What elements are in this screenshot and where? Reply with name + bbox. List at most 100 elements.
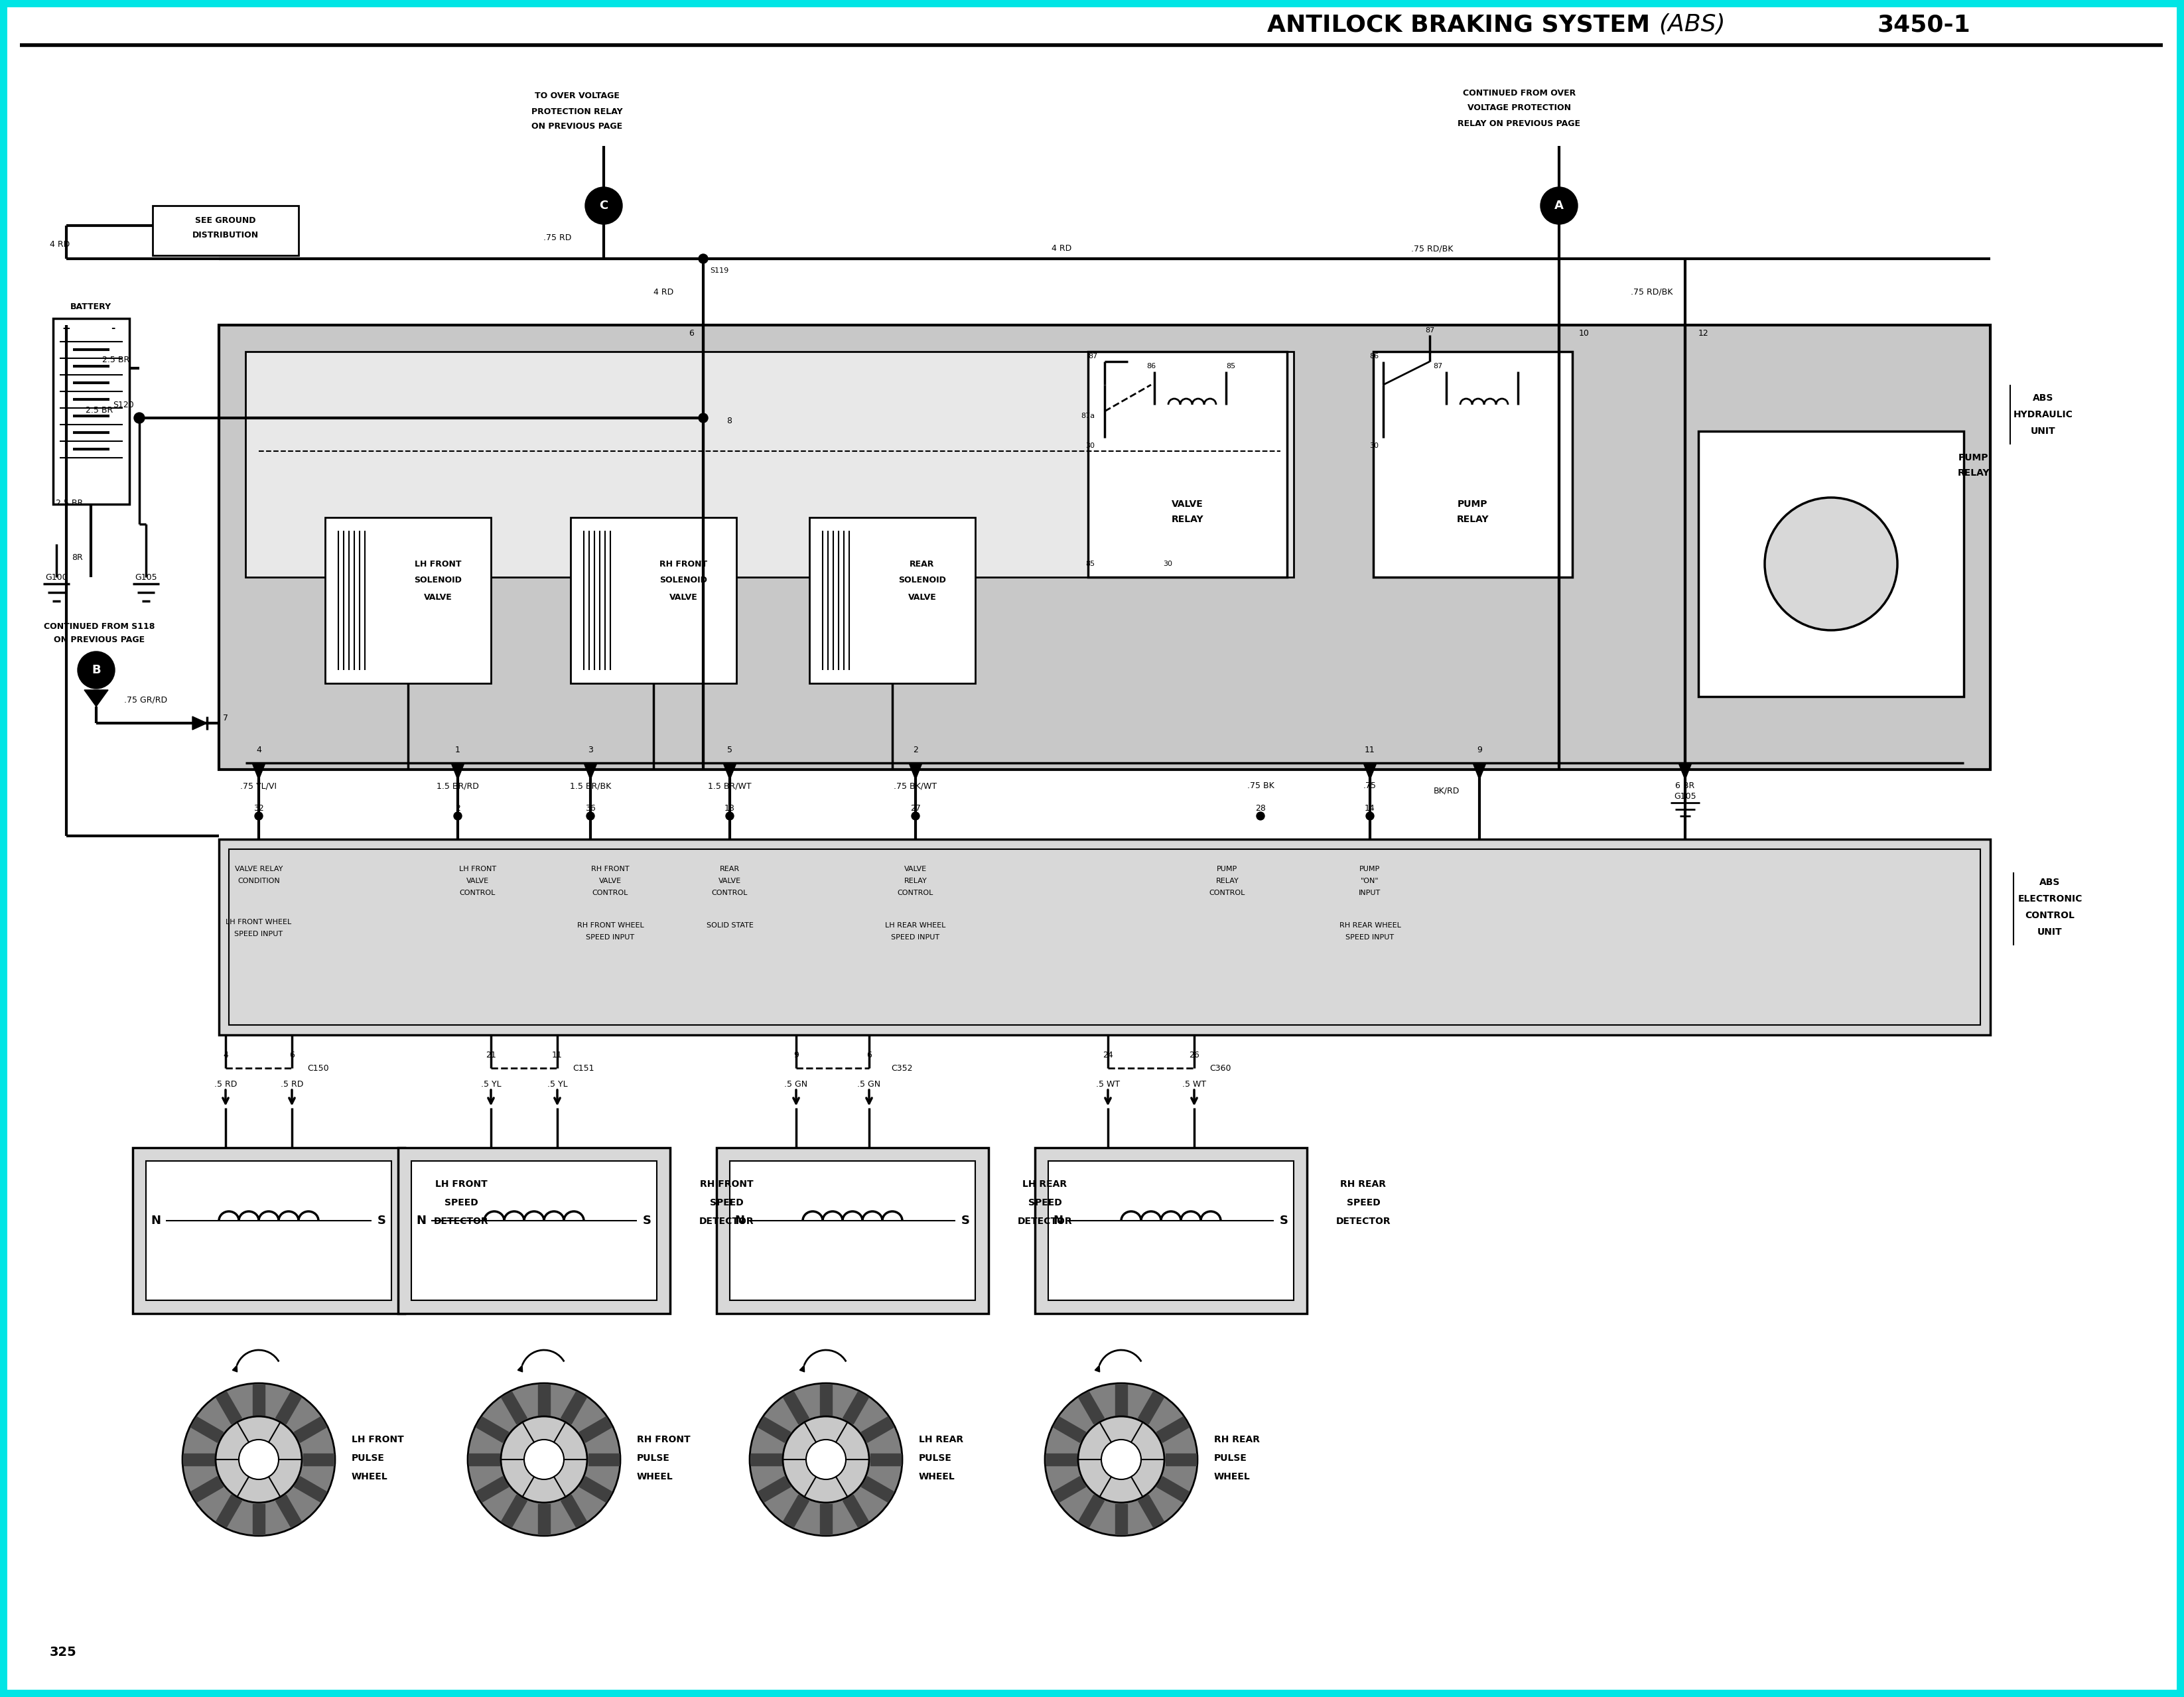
Polygon shape [452,764,465,779]
Bar [1374,351,1572,577]
Polygon shape [190,1417,223,1442]
Polygon shape [216,1495,242,1527]
Text: RH REAR WHEEL: RH REAR WHEEL [1339,921,1400,928]
Text: PULSE: PULSE [638,1454,670,1463]
Text: ABS: ABS [2033,394,2053,402]
Polygon shape [587,1454,618,1466]
Circle shape [725,811,734,820]
Bar [218,326,1990,769]
Polygon shape [232,1366,238,1371]
Text: .75: .75 [1363,782,1376,791]
Polygon shape [85,691,109,706]
Text: MOTOR: MOTOR [1811,568,1852,579]
Text: VALVE: VALVE [909,592,937,601]
Text: PULSE: PULSE [1214,1454,1247,1463]
Text: 12: 12 [1699,329,1708,338]
Polygon shape [216,1392,242,1424]
Bar [245,351,1293,577]
Text: ON PREVIOUS PAGE: ON PREVIOUS PAGE [55,636,144,645]
Text: S: S [642,1215,651,1227]
Bar [1088,351,1286,577]
Polygon shape [190,1476,223,1502]
Text: VALVE: VALVE [1171,499,1203,509]
Bar [52,319,129,504]
Circle shape [454,811,461,820]
Circle shape [699,255,708,263]
Polygon shape [1138,1392,1164,1424]
Text: DETECTOR: DETECTOR [1337,1217,1391,1225]
Circle shape [183,1383,334,1536]
Polygon shape [1079,1495,1105,1527]
Polygon shape [1053,1476,1085,1502]
Text: 2: 2 [454,804,461,813]
Text: 6 BR: 6 BR [1675,782,1695,791]
Circle shape [1365,811,1374,820]
Text: RH FRONT: RH FRONT [699,1179,753,1190]
Text: 2.5 BR: 2.5 BR [103,355,129,363]
Polygon shape [819,1385,832,1415]
Polygon shape [596,188,612,205]
Text: LH REAR WHEEL: LH REAR WHEEL [885,921,946,928]
Polygon shape [784,1495,808,1527]
Text: PUMP: PUMP [1361,865,1380,872]
Text: CONTROL: CONTROL [898,889,933,896]
Bar [1048,1161,1293,1300]
Text: S120: S120 [114,400,133,409]
Bar [570,518,736,684]
Text: PUMP: PUMP [1457,499,1487,509]
Text: C151: C151 [572,1064,594,1073]
Polygon shape [192,716,207,730]
Text: VALVE: VALVE [719,877,740,884]
Text: DISTRIBUTION: DISTRIBUTION [192,231,258,239]
Text: .75 GR/RD: .75 GR/RD [124,696,168,704]
Text: SOLID STATE: SOLID STATE [705,921,753,928]
Polygon shape [1158,1476,1188,1502]
Polygon shape [537,1504,550,1534]
Text: PUMP: PUMP [1959,453,1990,462]
Text: SPEED INPUT: SPEED INPUT [891,933,939,940]
Text: 10: 10 [1579,329,1590,338]
Text: B: B [92,664,100,675]
Text: PUMP: PUMP [1815,548,1848,558]
Text: UNIT: UNIT [2031,426,2055,436]
Polygon shape [758,1417,791,1442]
Text: SOLENOID: SOLENOID [660,577,708,585]
Circle shape [1256,811,1265,820]
Polygon shape [1116,1385,1127,1415]
Text: SPEED: SPEED [1348,1198,1380,1207]
Bar [229,848,1981,1025]
Text: 3: 3 [587,745,594,753]
Circle shape [1101,1439,1140,1480]
Text: RELAY: RELAY [1457,514,1489,524]
Bar [729,1161,976,1300]
Circle shape [467,1383,620,1536]
Text: 1.5 BR/RD: 1.5 BR/RD [437,782,478,791]
Polygon shape [275,1392,301,1424]
Text: N: N [151,1215,162,1227]
Bar [133,1147,404,1313]
Text: C150: C150 [308,1064,330,1073]
Text: A: A [1555,200,1564,212]
Text: 24: 24 [1103,1050,1114,1059]
Text: 4 RD: 4 RD [653,287,673,297]
Circle shape [587,811,594,820]
Circle shape [749,1383,902,1536]
Text: .5 YL: .5 YL [480,1081,500,1089]
Polygon shape [819,1504,832,1534]
Polygon shape [1551,188,1566,205]
Text: N: N [1053,1215,1064,1227]
Polygon shape [295,1417,328,1442]
Circle shape [133,412,144,423]
Text: LH FRONT: LH FRONT [459,865,496,872]
Polygon shape [502,1392,526,1424]
Text: 8: 8 [727,417,732,426]
Text: -: - [111,324,116,333]
Polygon shape [1472,764,1485,779]
Text: .5 RD: .5 RD [214,1081,238,1089]
Text: LH FRONT: LH FRONT [435,1179,487,1190]
Text: SPEED: SPEED [443,1198,478,1207]
Text: 21: 21 [485,1050,496,1059]
Text: 87: 87 [1088,353,1099,360]
Text: G105: G105 [1673,792,1697,801]
Bar [153,205,299,256]
